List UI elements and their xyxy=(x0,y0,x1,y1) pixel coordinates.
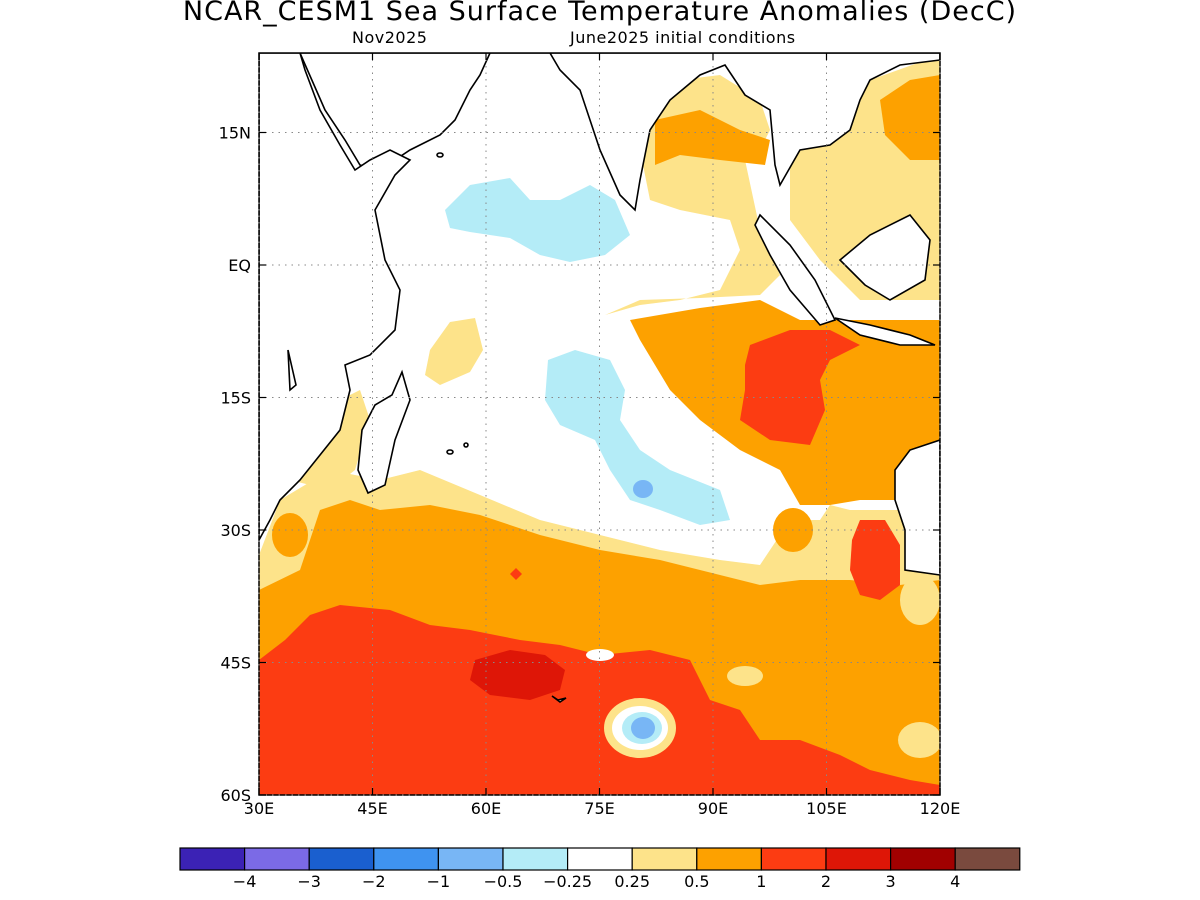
legend-label: 3 xyxy=(886,872,896,891)
legend-swatch xyxy=(825,847,892,871)
forecast-month: Nov2025 xyxy=(352,28,428,47)
lat-tick-label: 45S xyxy=(220,654,251,673)
legend-label: −3 xyxy=(297,872,321,891)
legend-label: 0.25 xyxy=(614,872,650,891)
lat-tick-label: 15N xyxy=(219,124,251,143)
legend-label: −4 xyxy=(233,872,257,891)
lat-tick-label: 60S xyxy=(220,786,251,805)
legend-swatch xyxy=(179,847,246,871)
lon-tick-label: 60E xyxy=(471,799,501,818)
contour-scs-orange xyxy=(880,75,940,160)
lon-tick-label: 105E xyxy=(806,799,847,818)
lon-tick-label: 90E xyxy=(698,799,728,818)
color-legend: −4 −3 −2 −1 −0.5 −0.25 0.25 0.5 1 2 3 4 xyxy=(179,847,1021,891)
legend-swatch xyxy=(308,847,375,871)
legend-label: −0.25 xyxy=(543,872,592,891)
legend-swatch xyxy=(631,847,698,871)
lat-tick-label: 30S xyxy=(220,521,251,540)
contour-cold-north xyxy=(445,178,630,262)
lon-tick-label: 30E xyxy=(244,799,274,818)
lon-tick-label: 45E xyxy=(357,799,387,818)
legend-swatch xyxy=(502,847,569,871)
legend-swatch xyxy=(244,847,310,871)
initial-conditions: June2025 initial conditions xyxy=(570,28,796,47)
contour-cold-central xyxy=(545,350,730,525)
madagascar xyxy=(357,369,411,495)
lon-tick-label: 120E xyxy=(920,799,961,818)
legend-label: 0.5 xyxy=(684,872,709,891)
legend-label: −0.5 xyxy=(484,872,523,891)
legend-swatch xyxy=(437,847,504,871)
cold-eddy-core xyxy=(631,717,655,739)
graticule xyxy=(258,53,941,796)
lon-tick-labels: 30E 45E 60E 75E 90E 105E 120E xyxy=(244,799,961,818)
legend-swatch xyxy=(760,847,827,871)
lat-tick-labels: 15N EQ 15S 30S 45S 60S xyxy=(219,124,251,806)
legend-swatch xyxy=(889,847,956,871)
legend-label: 2 xyxy=(821,872,831,891)
legend-label: 1 xyxy=(756,872,766,891)
legend-label: −2 xyxy=(362,872,386,891)
legend-swatch xyxy=(954,847,1021,871)
lat-tick-label: 15S xyxy=(220,389,251,408)
lat-tick-label: EQ xyxy=(228,256,251,275)
legend-swatch xyxy=(566,847,633,871)
cold-spot-blue xyxy=(633,480,653,498)
legend-label: 4 xyxy=(950,872,960,891)
legend-label: −1 xyxy=(427,872,451,891)
australia xyxy=(894,439,940,576)
contour-east-red xyxy=(740,330,860,445)
lon-tick-label: 75E xyxy=(584,799,614,818)
contour-southern-red xyxy=(259,605,940,795)
sumatra xyxy=(754,213,837,326)
legend-swatch xyxy=(696,847,762,871)
legend-swatch xyxy=(373,847,439,871)
chart-title: NCAR_CESM1 Sea Surface Temperature Anoma… xyxy=(182,0,1018,27)
contour-australia-red xyxy=(850,520,900,600)
